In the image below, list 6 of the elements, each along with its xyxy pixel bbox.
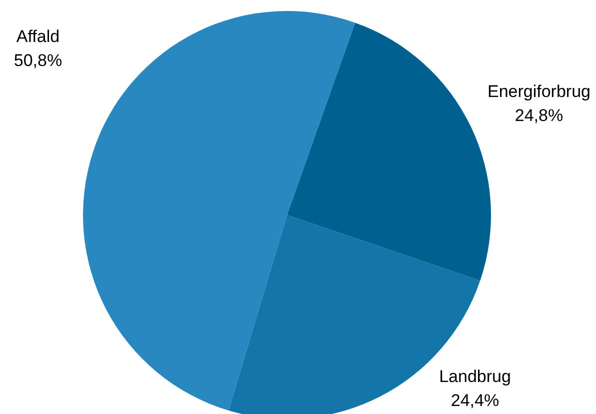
data-label: 24,4%: [450, 391, 500, 410]
data-label: 50,8%: [14, 51, 62, 70]
data-label: 24,8%: [514, 106, 564, 125]
slice-label: Energiforbrug: [487, 82, 591, 101]
slice-label: Affald: [16, 27, 60, 46]
slice-label: Landbrug: [439, 367, 511, 386]
